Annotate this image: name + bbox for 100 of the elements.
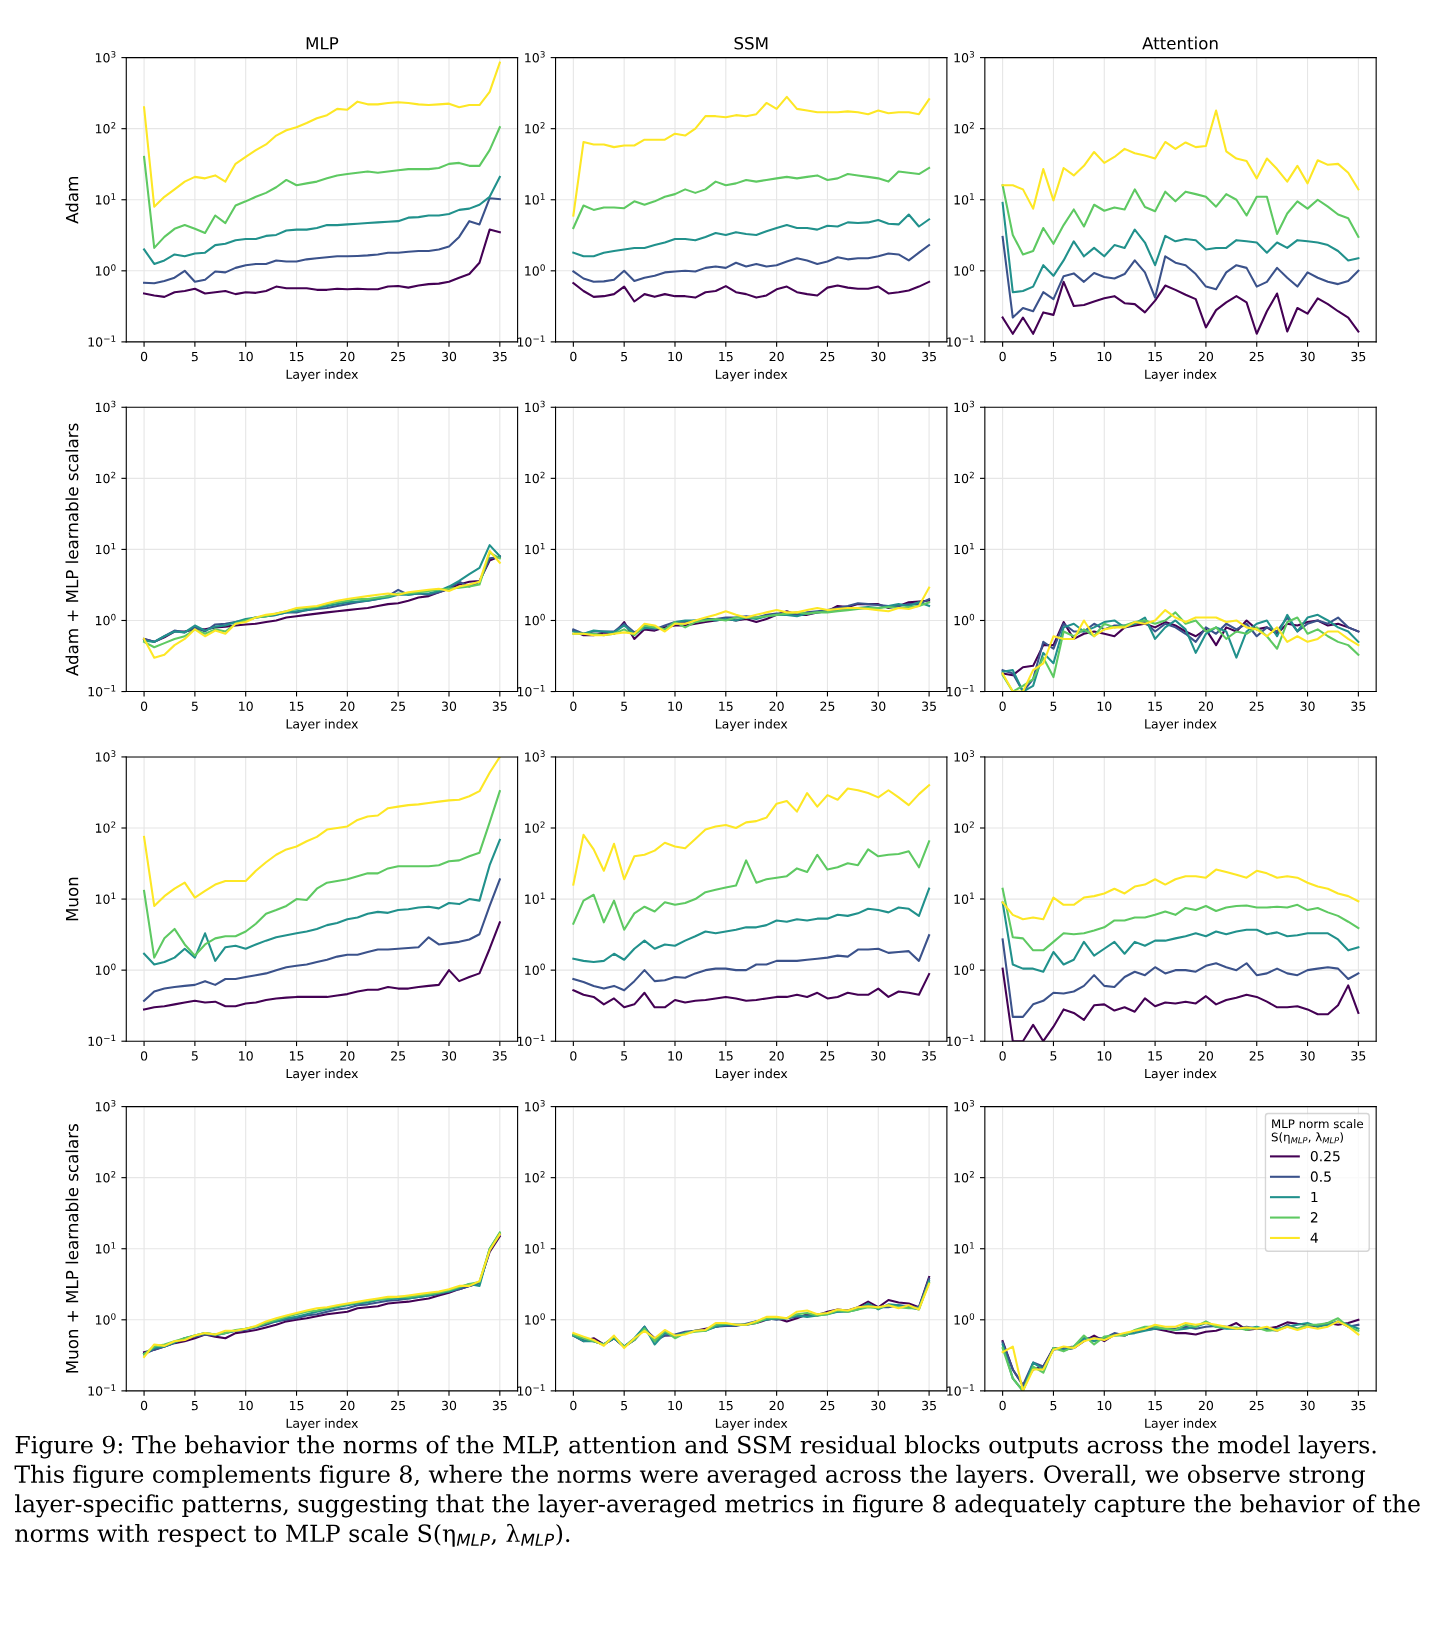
line-series	[143, 790, 501, 959]
y-tick-label: 10$^{−1}$	[947, 1384, 974, 1396]
x-tick-label: 5	[621, 1400, 628, 1411]
y-tick-label: 10$^{0}$	[525, 613, 545, 626]
y-tick-label: 10$^{1}$	[95, 892, 116, 904]
y-tick-label: 10$^{2}$	[525, 1171, 545, 1183]
x-axis-title: Layer index	[286, 369, 359, 382]
y-tick-label: 10$^{3}$	[954, 50, 975, 63]
legend-label: 0.5	[1310, 1171, 1331, 1182]
line-series	[1001, 280, 1360, 335]
x-tick-label: 35	[1351, 1400, 1366, 1411]
y-tick-label: 10$^{3}$	[954, 400, 975, 413]
x-tick-label: 35	[492, 1051, 507, 1061]
x-tick-label: 35	[1351, 701, 1366, 711]
chart-title: MLP	[306, 37, 339, 50]
x-tick-label: 25	[1249, 351, 1264, 362]
x-tick-label: 20	[769, 1400, 784, 1411]
x-tick-label: 15	[1148, 1400, 1162, 1411]
x-tick-label: 30	[1300, 701, 1315, 711]
y-tick-label: 10$^{0}$	[954, 613, 975, 626]
x-tick-label: 10	[239, 1051, 253, 1061]
x-tick-label: 30	[441, 1051, 457, 1061]
y-tick-label: 10$^{1}$	[525, 542, 545, 555]
y-tick-label: 10$^{−1}$	[88, 1034, 116, 1047]
x-tick-label: 5	[1050, 1400, 1057, 1411]
x-tick-label: 5	[621, 351, 628, 362]
x-tick-label: 30	[441, 701, 457, 711]
x-tick-label: 20	[769, 701, 784, 711]
line-series	[572, 840, 931, 931]
y-tick-label: 10$^{−1}$	[947, 685, 974, 697]
x-tick-label: 15	[719, 351, 733, 362]
x-tick-label: 30	[1300, 351, 1315, 362]
y-tick-label: 10$^{1}$	[95, 193, 116, 205]
x-tick-label: 0	[140, 351, 148, 362]
x-tick-label: 10	[668, 351, 683, 362]
x-tick-label: 25	[820, 1051, 835, 1061]
line-series	[143, 228, 501, 298]
x-tick-label: 30	[1300, 1051, 1315, 1061]
x-tick-label: 5	[191, 1051, 198, 1061]
x-tick-label: 20	[1198, 701, 1214, 711]
x-tick-label: 20	[769, 351, 784, 362]
x-tick-label: 0	[999, 1400, 1006, 1411]
y-tick-label: 10$^{2}$	[95, 1171, 116, 1183]
line-series	[143, 838, 501, 966]
y-tick-label: 10$^{0}$	[954, 264, 975, 276]
x-tick-label: 10	[1097, 1400, 1112, 1411]
line-series	[572, 973, 931, 1009]
y-tick-label: 10$^{0}$	[525, 963, 545, 975]
line-series	[143, 878, 501, 1002]
y-tick-label: 10$^{−1}$	[517, 1384, 545, 1396]
y-tick-label: 10$^{0}$	[95, 963, 116, 975]
line-series	[572, 244, 931, 283]
x-axis-title: Layer index	[715, 718, 788, 732]
line-series	[143, 126, 501, 249]
x-tick-label: 5	[1050, 1051, 1057, 1061]
x-tick-label: 35	[1351, 1051, 1366, 1061]
x-tick-label: 0	[570, 351, 577, 362]
y-tick-label: 10$^{1}$	[954, 892, 974, 904]
y-axis-title: Muon	[66, 877, 79, 921]
x-tick-label: 35	[922, 701, 936, 711]
y-tick-label: 10$^{−1}$	[517, 685, 545, 697]
x-tick-label: 25	[391, 1400, 406, 1411]
x-tick-label: 0	[570, 1051, 577, 1061]
x-tick-label: 0	[140, 1400, 148, 1411]
x-tick-label: 25	[391, 351, 406, 362]
x-tick-label: 0	[140, 1051, 148, 1061]
x-tick-label: 10	[239, 1400, 253, 1411]
x-tick-label: 25	[1249, 701, 1264, 711]
x-tick-label: 15	[1148, 701, 1162, 711]
x-tick-label: 10	[668, 701, 683, 711]
y-tick-label: 10$^{3}$	[954, 1099, 975, 1112]
y-axis-title: Muon + MLP learnable scalars	[65, 1124, 79, 1373]
y-tick-label: 10$^{2}$	[525, 122, 545, 134]
line-series	[1001, 868, 1360, 921]
x-tick-label: 30	[1300, 1400, 1315, 1411]
line-series	[1001, 887, 1360, 952]
x-tick-label: 35	[492, 701, 507, 711]
y-tick-label: 10$^{−1}$	[517, 1034, 545, 1047]
x-tick-label: 5	[191, 701, 198, 711]
x-tick-label: 10	[239, 351, 253, 362]
x-axis-title: Layer index	[1145, 718, 1217, 732]
y-tick-label: 10$^{0}$	[954, 963, 975, 975]
x-tick-label: 5	[621, 701, 628, 711]
x-axis-title: Layer index	[286, 1418, 359, 1431]
x-tick-label: 0	[999, 1051, 1006, 1061]
legend-label: 0.25	[1310, 1150, 1340, 1162]
x-tick-label: 5	[191, 351, 198, 362]
x-tick-label: 20	[769, 1051, 784, 1061]
x-tick-label: 15	[719, 701, 733, 711]
y-tick-label: 10$^{3}$	[525, 1099, 545, 1112]
x-axis-title: Layer index	[715, 1418, 788, 1431]
x-tick-label: 35	[492, 1400, 507, 1411]
y-tick-label: 10$^{0}$	[954, 1313, 975, 1325]
legend-label: 1	[1311, 1191, 1318, 1203]
line-series	[1001, 201, 1360, 294]
y-tick-label: 10$^{−1}$	[88, 685, 116, 697]
x-tick-label: 15	[1148, 1051, 1162, 1061]
x-tick-label: 35	[492, 351, 507, 362]
x-tick-label: 10	[1097, 701, 1112, 711]
line-series	[572, 95, 931, 217]
